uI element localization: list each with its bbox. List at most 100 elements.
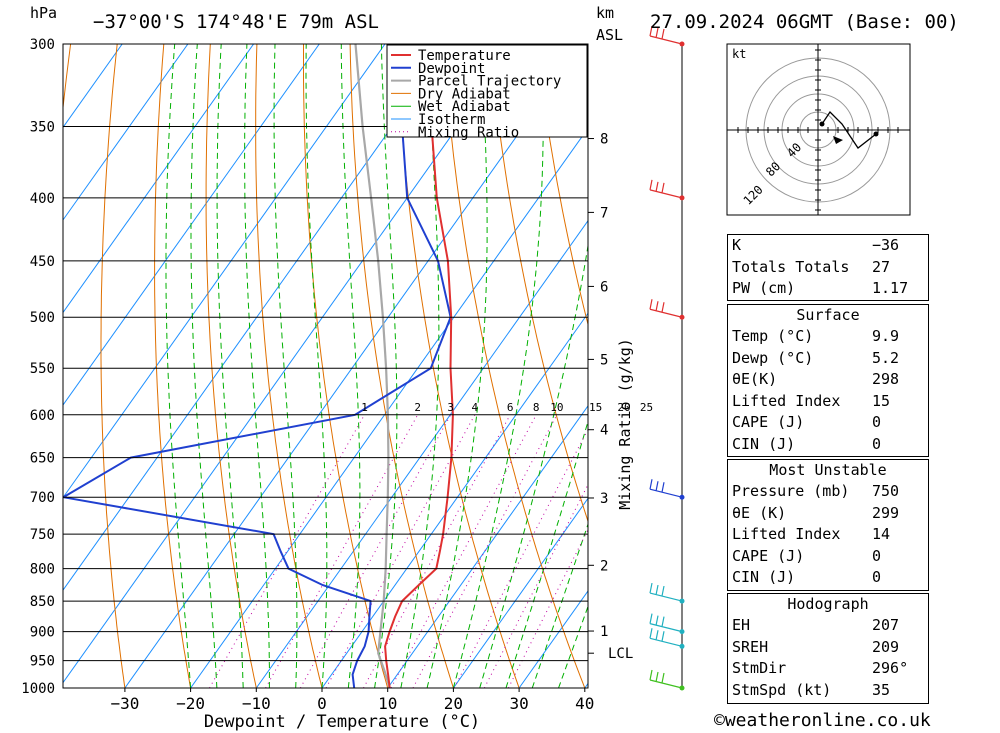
x-tick-label: −30 <box>110 694 139 713</box>
dewpoint-line <box>63 44 452 688</box>
wind-barb-glyph <box>649 582 683 602</box>
wet-adiabat-line <box>505 419 588 688</box>
isotherm-line <box>124 44 583 688</box>
wind-barb <box>649 582 685 604</box>
footer-credit[interactable]: ©weatheronline.co.uk <box>714 710 931 731</box>
dry-adiabat-line <box>535 44 588 327</box>
mixing-ratio-line <box>265 414 419 688</box>
index-row: EH 207 <box>732 616 900 634</box>
x-tick-label: 20 <box>444 694 463 713</box>
panel-title: Surface <box>796 306 860 324</box>
height-tick-label: 5 <box>600 352 608 368</box>
isotherm-line <box>452 497 588 688</box>
legend-entry-label: Dry Adiabat <box>418 86 511 102</box>
wind-barb-glyph <box>649 299 683 318</box>
panel-title: Hodograph <box>787 595 869 613</box>
pressure-tick-label: 700 <box>30 490 55 506</box>
x-tick-label: 10 <box>378 694 397 713</box>
isotherm-line <box>63 44 517 684</box>
index-row: PW (cm) 1.17 <box>732 279 909 297</box>
wet-adiabat-line <box>190 44 218 688</box>
copyright-icon: © <box>714 710 725 731</box>
isotherm-line <box>387 404 588 688</box>
index-row: Dewp (°C) 5.2 <box>732 348 900 367</box>
pressure-tick-label: 300 <box>30 37 55 53</box>
index-row: CIN (J) 0 <box>732 434 882 453</box>
pressure-tick-label: 800 <box>30 562 55 578</box>
isotherm-line <box>190 127 588 688</box>
mixing-ratio-value-label: 1 <box>361 401 368 414</box>
parcel-trajectory-line <box>354 44 391 688</box>
header-location: −37°00'S 174°48'E 79m ASL <box>93 11 379 33</box>
dry-adiabat-line <box>100 44 126 688</box>
temperature-line <box>384 44 454 688</box>
profiles <box>63 44 454 688</box>
isotherm-line <box>321 312 588 688</box>
mixing-ratio-value-label: 20 <box>617 401 630 414</box>
index-row: CIN (J) 0 <box>732 568 882 586</box>
height-tick-label: LCL <box>608 646 633 662</box>
mixing-ratio-value-label: 25 <box>640 401 653 414</box>
indices-most-unstable-panel: Most Unstable Pressure (mb) 750 θE (K) 299… <box>727 459 929 591</box>
wind-barbs <box>649 25 685 691</box>
index-row: StmSpd (kt) 35 <box>732 680 891 699</box>
header-unit-height: km <box>596 4 615 22</box>
isotherm-line <box>255 219 588 688</box>
indices-surface-panel: Surface Temp (°C) 9.9 Dewp (°C) 5.2 θE(K) 2… <box>727 304 929 457</box>
mixing-ratio-value-label: 15 <box>589 401 602 414</box>
wind-barb <box>649 25 685 47</box>
wet-adiabat-line <box>558 604 588 688</box>
wind-barb-glyph <box>649 669 683 689</box>
pressure-tick-label: 1000 <box>21 681 55 697</box>
isotherm-line <box>63 44 452 591</box>
height-tick-label: 8 <box>600 132 608 148</box>
legend-box <box>386 44 588 138</box>
wind-barb-glyph <box>649 25 683 45</box>
index-row: θE (K) 299 <box>732 503 900 522</box>
isotherm-line <box>63 44 189 221</box>
hodograph-storm-motion-marker <box>833 136 843 144</box>
legend-entry-label: Parcel Trajectory <box>418 74 561 90</box>
mixing-ratio-line <box>299 414 452 688</box>
mixing-ratio-axis-label: Mixing Ratio (g/kg) <box>616 338 634 510</box>
height-tick-label: 7 <box>600 205 608 221</box>
wind-barb <box>649 628 685 649</box>
mixing-ratio-value-label: 4 <box>472 401 479 414</box>
wind-barb-glyph <box>649 479 683 498</box>
index-row: Lifted Index 15 <box>732 391 891 410</box>
index-row: K −36 <box>732 236 900 254</box>
legend-entry-label: Isotherm <box>418 112 485 128</box>
wind-barb <box>649 669 685 691</box>
wind-barb <box>649 613 685 635</box>
height-tick-label: 4 <box>600 423 608 439</box>
plot-frame <box>62 43 589 689</box>
wet-adiabat-line <box>531 522 588 688</box>
wet-adiabat-line <box>216 44 244 688</box>
mixing-ratio-line <box>412 414 558 688</box>
mixing-ratio-value-label: 8 <box>533 401 540 414</box>
legend-entry-label: Dewpoint <box>418 61 485 77</box>
hodograph-point <box>873 131 879 137</box>
site-link[interactable]: weatheronline.co.uk <box>724 710 931 731</box>
wind-barb-glyph <box>649 179 683 199</box>
x-tick-label: 0 <box>317 694 327 713</box>
panel-title: Most Unstable <box>769 461 887 479</box>
index-row: Totals Totals 27 <box>732 257 891 276</box>
pressure-tick-label: 950 <box>30 654 55 670</box>
wet-adiabat-line <box>273 44 298 688</box>
mixing-ratio-value-label: 2 <box>414 401 421 414</box>
height-tick-label: 2 <box>600 558 608 574</box>
wind-barb-glyph <box>649 628 683 647</box>
header-unit-height-ref: ASL <box>596 26 624 44</box>
pressure-tick-label: 400 <box>30 191 55 207</box>
hodograph-unit-label: kt <box>732 47 746 61</box>
mixing-ratio-labels: 1 2 3 4 6 8 10 15 20 25 <box>361 401 653 414</box>
index-row: StmDir 296° <box>732 659 909 677</box>
height-tick-label: 3 <box>600 491 608 507</box>
indices-general-panel: K −36 Totals Totals 27 PW (cm) 1.17 <box>727 234 929 301</box>
mixing-ratio-value-label: 10 <box>550 401 563 414</box>
x-tick-label: −10 <box>242 694 271 713</box>
dry-adiabat-line <box>205 44 257 688</box>
